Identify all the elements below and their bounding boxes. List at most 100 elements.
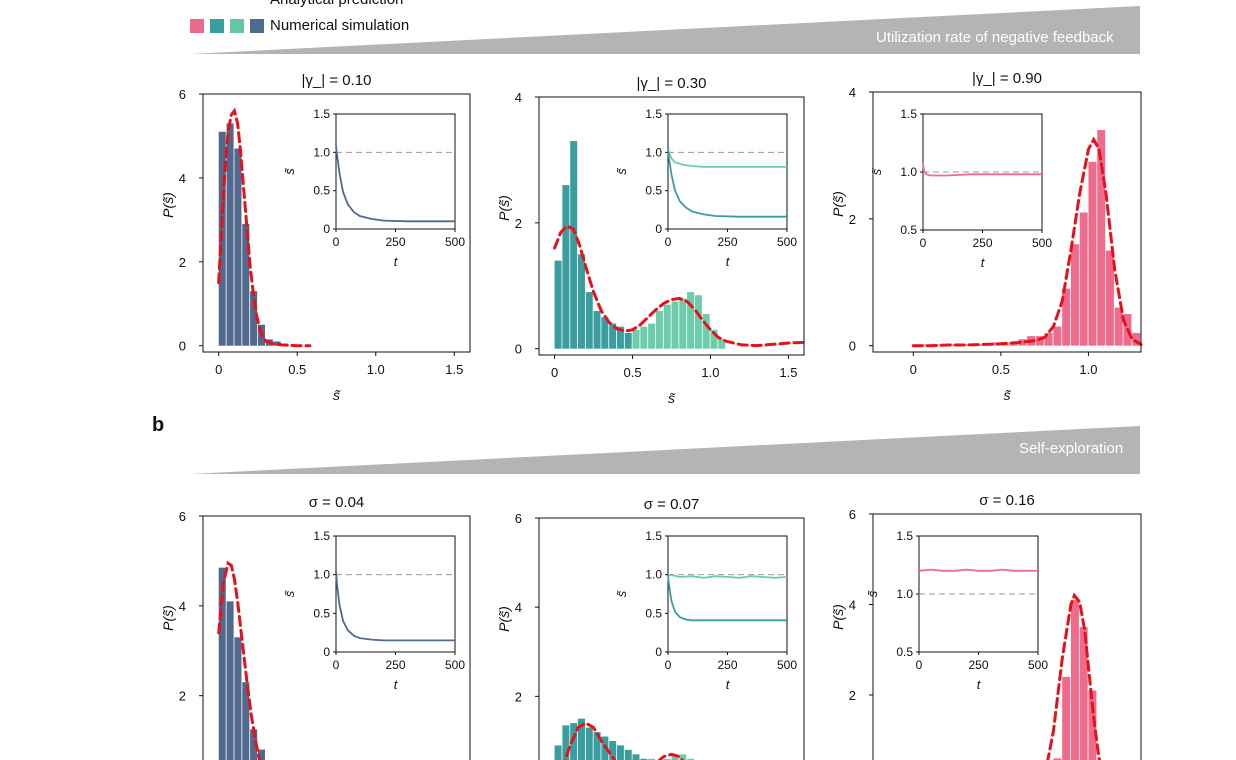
- histogram-bar: [234, 637, 242, 760]
- inset-frame: [335, 535, 456, 653]
- inset-x-tick-label: 500: [1028, 658, 1048, 672]
- histogram-bar: [577, 254, 585, 349]
- inset-series-line: [335, 146, 455, 223]
- histogram-bar: [694, 295, 702, 349]
- inset-x-axis-label: t: [394, 254, 399, 269]
- inset-frame: [335, 113, 456, 230]
- histogram-bar: [242, 682, 250, 760]
- y-tick-label: 4: [179, 171, 186, 186]
- y-tick-label: 6: [515, 511, 522, 526]
- inset-y-tick-label: 0.5: [313, 184, 330, 198]
- x-axis-label: s̃: [333, 387, 341, 403]
- histogram-bar: [218, 567, 226, 760]
- legend-swatch-mint: [230, 19, 244, 33]
- histogram-bar: [624, 332, 632, 349]
- y-tick-label: 0: [179, 339, 186, 354]
- y-axis-label: P(s̃): [496, 606, 512, 632]
- inset-x-tick-label: 500: [777, 235, 797, 249]
- inset-y-tick-label: 0.5: [645, 606, 662, 620]
- inset-x-tick-label: 250: [717, 658, 737, 672]
- inset-series-line: [667, 573, 788, 579]
- chart-2: |γ_| = 0.30 0 2 4 0 0.5 1.0 1.5 s̃ P(s̃) 0 0.5 1.0 1.…: [496, 75, 806, 406]
- histogram-bar: [257, 749, 266, 760]
- y-tick-label: 2: [515, 689, 522, 704]
- inset-y-tick-label: 0: [323, 645, 330, 659]
- inset-y-axis-label: s̃: [869, 168, 884, 175]
- inset-frame: [667, 113, 788, 230]
- histogram-bar: [242, 224, 250, 346]
- legend-swatch-blue: [250, 19, 264, 33]
- x-tick-label: 1.5: [445, 362, 463, 377]
- panel-b-arrow-label: Self-exploration: [1019, 440, 1124, 457]
- inset-y-tick-label: 0.5: [645, 184, 662, 198]
- x-tick-label: 1.0: [1079, 362, 1097, 377]
- histogram-bar: [1053, 326, 1062, 346]
- panel-b-label: b: [152, 414, 165, 436]
- y-axis-label: P(s̃): [496, 195, 512, 221]
- prediction-curve: [911, 136, 1143, 348]
- histogram-bar: [1070, 244, 1079, 346]
- histogram-bar: [601, 317, 609, 349]
- inset-x-tick-label: 0: [333, 658, 340, 672]
- prediction-curve: [553, 224, 806, 348]
- inset-3: 0.5 1.0 1.5 0 250 500 t s̃: [869, 107, 1052, 270]
- x-tick-label: 1.0: [701, 365, 719, 380]
- histogram-bar: [1035, 336, 1044, 346]
- inset-frame: [667, 535, 788, 653]
- histogram-bar: [640, 758, 648, 760]
- y-axis-label: P(s̃): [830, 604, 846, 630]
- histogram-bar: [687, 758, 695, 760]
- histogram-bar: [1018, 339, 1027, 346]
- y-tick-label: 2: [849, 212, 856, 227]
- plot-frame: [538, 517, 805, 760]
- inset-y-tick-label: 1.0: [645, 145, 662, 159]
- y-tick-label: 4: [515, 90, 522, 105]
- x-tick-label: 0: [551, 365, 558, 380]
- chart-title: σ = 0.04: [309, 494, 365, 511]
- histogram-bar: [616, 745, 624, 760]
- inset-series-line: [667, 148, 787, 168]
- y-tick-label: 2: [179, 255, 186, 270]
- legend-analytical-label: Analytical prediction: [270, 0, 403, 8]
- y-tick-label: 4: [515, 600, 522, 615]
- histogram-bar: [585, 727, 593, 760]
- inset-x-axis-label: t: [726, 254, 731, 269]
- inset-x-tick-label: 500: [777, 658, 797, 672]
- y-tick-label: 6: [179, 87, 186, 102]
- histogram-bar: [585, 292, 593, 349]
- y-tick-label: 4: [179, 599, 186, 614]
- inset-y-tick-label: 0.5: [313, 606, 330, 620]
- inset-y-tick-label: 0: [323, 222, 330, 236]
- inset-y-tick-label: 1.0: [645, 568, 662, 582]
- inset-y-tick-label: 1.5: [900, 107, 917, 121]
- histogram-bar: [234, 148, 242, 346]
- histogram-bar: [1070, 599, 1079, 760]
- y-axis-label: P(s̃): [160, 192, 176, 218]
- histogram-bar: [226, 123, 234, 346]
- histogram-bar: [609, 323, 617, 349]
- prediction-curve: [1046, 592, 1102, 760]
- inset-x-axis-label: t: [977, 677, 982, 692]
- histogram-bar: [948, 344, 957, 346]
- histogram-bar: [554, 745, 562, 760]
- inset-6: 0.5 1.0 1.5 0 250 500 t s̃: [865, 529, 1048, 692]
- inset-x-tick-label: 250: [385, 235, 405, 249]
- histogram-bar: [648, 758, 656, 760]
- x-tick-label: 0.5: [288, 362, 306, 377]
- inset-x-axis-label: t: [981, 255, 986, 270]
- x-axis-label: s̃: [668, 390, 676, 406]
- chart-title: σ = 0.07: [644, 496, 700, 513]
- inset-y-tick-label: 0: [655, 645, 662, 659]
- histogram-bar: [655, 310, 663, 349]
- histogram-bar: [648, 323, 656, 349]
- x-tick-label: 1.0: [367, 362, 385, 377]
- inset-y-tick-label: 1.0: [313, 145, 330, 159]
- histogram-bar: [1053, 758, 1062, 760]
- histogram-bar: [250, 729, 258, 760]
- histogram-bar: [609, 740, 617, 760]
- panel-b-wedge: [190, 426, 1140, 474]
- x-tick-label: 0: [215, 362, 222, 377]
- inset-x-tick-label: 0: [665, 658, 672, 672]
- inset-y-axis-label: s̃: [614, 590, 629, 597]
- inset-x-tick-label: 500: [1032, 236, 1052, 250]
